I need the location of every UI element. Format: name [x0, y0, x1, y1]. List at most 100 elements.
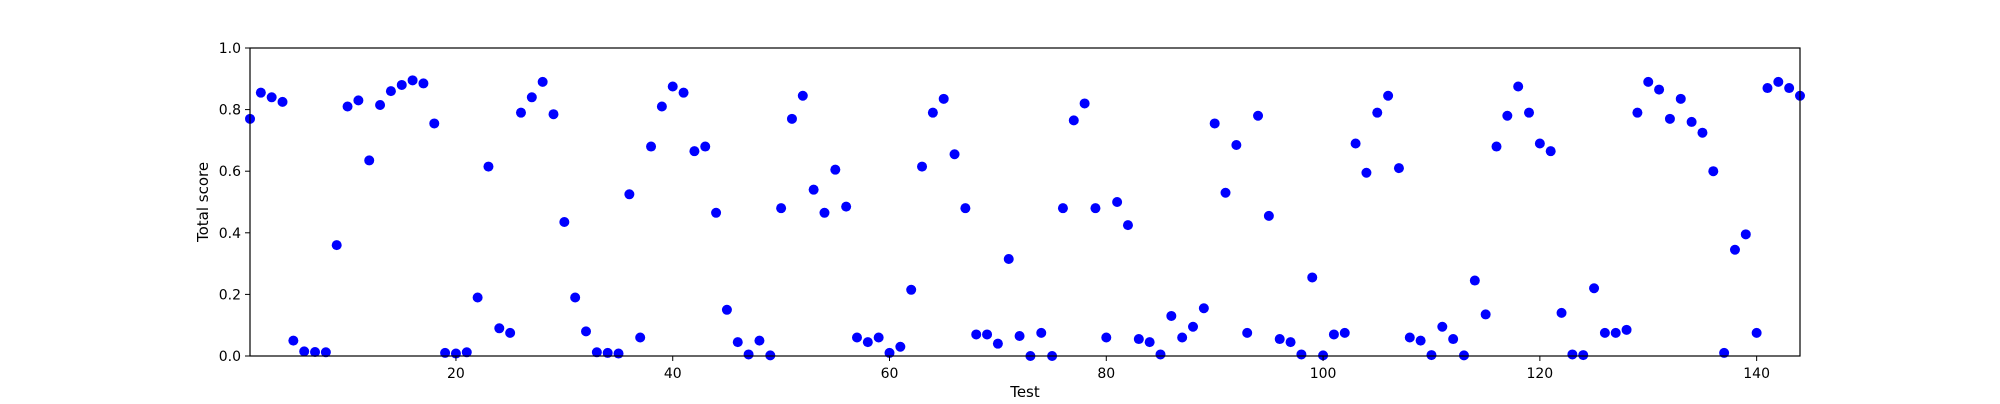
x-axis-ticks: 20 40 60 80 100 120 140 — [447, 356, 1770, 382]
data-point — [1740, 229, 1751, 240]
data-point — [797, 90, 808, 101]
data-point — [255, 87, 266, 98]
data-point — [1393, 163, 1404, 174]
data-point — [1274, 334, 1285, 345]
data-point — [483, 161, 494, 172]
data-point — [288, 335, 299, 346]
data-point — [1578, 350, 1589, 361]
data-point — [1686, 116, 1697, 127]
y-tick-label: 1.0 — [219, 41, 241, 57]
data-point — [721, 304, 732, 315]
data-point — [906, 284, 917, 295]
data-point — [1556, 307, 1567, 318]
data-point — [1729, 244, 1740, 255]
data-point — [1242, 327, 1253, 338]
data-point — [1610, 327, 1621, 338]
data-point — [1697, 127, 1708, 138]
data-point — [1567, 349, 1578, 360]
x-tick-label: 120 — [1526, 366, 1553, 382]
x-tick-label: 140 — [1743, 366, 1770, 382]
data-point — [851, 332, 862, 343]
data-point — [1068, 115, 1079, 126]
data-point — [646, 141, 657, 152]
data-point — [949, 149, 960, 160]
data-point — [526, 92, 537, 103]
data-point — [1263, 210, 1274, 221]
data-point — [624, 189, 635, 200]
data-point — [548, 109, 559, 120]
data-point — [581, 326, 592, 337]
data-point — [1122, 220, 1133, 231]
data-point — [678, 87, 689, 98]
data-point — [299, 346, 310, 357]
data-point — [635, 332, 646, 343]
data-point — [1014, 330, 1025, 341]
data-point — [1675, 93, 1686, 104]
data-point — [1448, 334, 1459, 345]
data-point — [559, 217, 570, 228]
x-tick-label: 80 — [1097, 366, 1115, 382]
data-point — [1480, 309, 1491, 320]
data-point — [1231, 140, 1242, 151]
y-tick-label: 0.4 — [219, 226, 241, 242]
data-point — [1285, 337, 1296, 348]
data-point — [1253, 110, 1264, 121]
data-point — [407, 75, 418, 86]
data-point — [1404, 332, 1415, 343]
data-point — [1090, 203, 1101, 214]
data-point — [1654, 84, 1665, 95]
data-point — [537, 76, 548, 87]
data-point — [505, 327, 516, 338]
data-point — [1784, 83, 1795, 94]
data-point — [1426, 350, 1437, 361]
data-point — [1101, 332, 1112, 343]
data-point — [515, 107, 526, 118]
y-axis-ticks: 0.0 0.2 0.4 0.6 0.8 1.0 — [219, 41, 250, 365]
data-point — [1133, 334, 1144, 345]
data-point — [1350, 138, 1361, 149]
x-tick-label: 100 — [1310, 366, 1337, 382]
data-point — [1361, 167, 1372, 178]
data-point — [819, 207, 830, 218]
data-point — [938, 93, 949, 104]
data-point — [1328, 329, 1339, 340]
y-tick-label: 0.0 — [219, 349, 241, 365]
data-point — [1144, 337, 1155, 348]
data-point — [841, 201, 852, 212]
data-point — [1599, 327, 1610, 338]
data-point — [613, 348, 624, 359]
data-point — [1318, 350, 1329, 361]
data-point — [1188, 321, 1199, 332]
data-point — [342, 101, 353, 112]
data-point — [895, 341, 906, 352]
data-point — [732, 337, 743, 348]
data-point — [310, 347, 321, 357]
data-point — [320, 347, 331, 358]
data-point — [1643, 76, 1654, 87]
data-point — [1155, 349, 1166, 360]
data-point — [1773, 76, 1784, 87]
data-point — [1307, 272, 1318, 283]
data-point — [1415, 335, 1426, 346]
data-point — [743, 349, 754, 360]
data-point — [1621, 324, 1632, 335]
data-point — [689, 146, 700, 157]
x-tick-label: 20 — [447, 366, 465, 382]
data-point — [1437, 321, 1448, 332]
data-point — [1545, 146, 1556, 157]
data-point — [266, 92, 277, 103]
data-point — [1112, 197, 1123, 207]
data-point — [1198, 303, 1209, 314]
y-tick-label: 0.8 — [219, 103, 241, 119]
data-point — [396, 79, 407, 90]
data-point — [1534, 138, 1545, 149]
data-point — [830, 164, 841, 175]
data-point — [1491, 141, 1502, 152]
data-point — [494, 323, 505, 334]
data-point — [960, 203, 971, 214]
data-point — [472, 292, 483, 303]
data-point — [1036, 327, 1047, 338]
data-point — [700, 141, 711, 152]
